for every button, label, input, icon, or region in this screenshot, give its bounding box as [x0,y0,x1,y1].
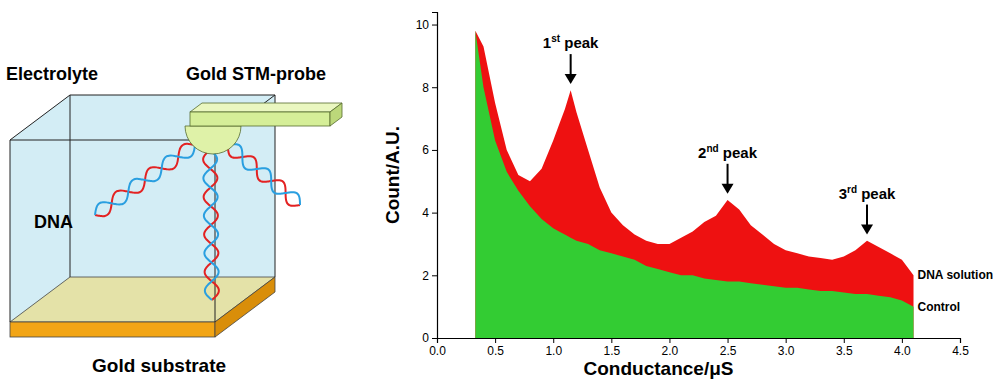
tick-mark [553,338,554,343]
tick-label: 8 [422,81,429,95]
electrolyte-volume [10,95,275,322]
dna-strand [228,145,300,206]
tick: 4 [422,206,437,220]
axis-line [438,339,961,344]
diagram-label: Gold substrate [92,355,226,376]
tick: 4.0 [894,338,911,358]
annotation: 1st peak [543,33,599,84]
annotation-arrow-shaft [866,205,868,227]
tick: 3.0 [778,338,795,358]
annotation-arrow-shaft [727,164,729,186]
dna-strand [228,144,300,205]
tick: 0 [422,331,437,345]
tick-label: 6 [422,143,429,157]
tick-mark [611,338,612,343]
dna-strand [95,145,195,215]
box-edge [10,140,215,141]
series-label: Control [918,300,961,314]
tick-mark [495,338,496,343]
tick-label: 3.5 [836,344,853,358]
tick-label: 10 [416,18,430,32]
tick: 0.5 [487,338,504,358]
annotations: 1st peak 2nd peak 3rd peak [543,33,896,234]
tick-mark [432,25,437,26]
annotation-label: 3rd peak [839,184,896,202]
tick-label: 0.5 [487,344,504,358]
tick-mark [432,213,437,214]
tick-mark [902,338,903,343]
plot-marks [475,31,913,338]
substrate-side [215,277,275,337]
series-label: DNA solution [918,268,994,282]
probe-tip [185,126,241,154]
annotation-arrow-head [722,184,734,194]
x-axis: 0.0 0.5 1.0 1.5 2.0 2.5 3.0 3.5 4.0 4.5 [429,338,969,358]
tick-mark [432,338,437,339]
tick-label: 1.5 [603,344,620,358]
tick-mark [432,87,437,88]
dna-strand [95,144,195,216]
tick-label: 2.5 [720,344,737,358]
tick-mark [669,338,670,343]
annotation-arrow-shaft [570,54,572,76]
diagram-label: DNA [34,212,73,232]
tick: 4.5 [952,338,969,358]
probe-bar-end [330,103,342,126]
dna-strand [203,150,218,300]
annotation-label: 1st peak [543,33,599,51]
axis-line [432,13,438,339]
tick: 6 [422,143,437,157]
x-axis-title: Conductance/μS [584,358,734,379]
annotation: 3rd peak [839,184,896,235]
tick: 1.5 [603,338,620,358]
tick-label: 2.0 [662,344,679,358]
diagram: Electrolyte Gold STM-probe DNA Gold substra… [6,64,342,376]
chart: 0.0 0.5 1.0 1.5 2.0 2.5 3.0 3.5 4.0 4.5 0 2 4 6 8 10 Con… [382,13,993,380]
y-axis: 0 2 4 6 8 10 [416,13,438,346]
tick: 0.0 [429,338,446,358]
tick: 2 [422,269,437,283]
tick: 2.0 [662,338,679,358]
tick-label: 1.0 [545,344,562,358]
tick-label: 3.0 [778,344,795,358]
box-edge [70,95,275,96]
tick-mark [960,338,961,343]
annotation-arrow-head [861,225,873,235]
series-area [475,31,913,338]
annotation: 2nd peak [698,143,758,194]
tick-mark [844,338,845,343]
annotation-label: 2nd peak [698,143,758,161]
series-area [475,31,913,338]
probe-bar-top [190,103,342,112]
box-edge [215,140,216,322]
figure: Electrolyte Gold STM-probe DNA Gold substra… [0,0,1003,383]
tick-label: 0 [422,331,429,345]
tick: 3.5 [836,338,853,358]
tick-mark [786,338,787,343]
box-edge [70,95,71,277]
tick-label: 2 [422,269,429,283]
dna-strand [203,150,219,300]
tick: 2.5 [720,338,737,358]
y-axis-title: Count/A.U. [382,126,403,224]
tick-label: 0.0 [429,344,446,358]
annotation-arrow-head [565,74,577,84]
tick-mark [432,150,437,151]
tick-mark [432,275,437,276]
diagram-label: Gold STM-probe [186,64,326,84]
diagram-label: Electrolyte [6,64,98,84]
tick-label: 4.5 [952,344,969,358]
tick: 1.0 [545,338,562,358]
substrate-front [10,322,215,337]
probe-bar-front [190,112,330,126]
box-edge [10,95,70,140]
tick: 8 [422,81,437,95]
tick-label: 4 [422,206,429,220]
tick: 10 [416,18,437,32]
tick-label: 4.0 [894,344,911,358]
box-edge [10,140,11,322]
tick-mark [728,338,729,343]
